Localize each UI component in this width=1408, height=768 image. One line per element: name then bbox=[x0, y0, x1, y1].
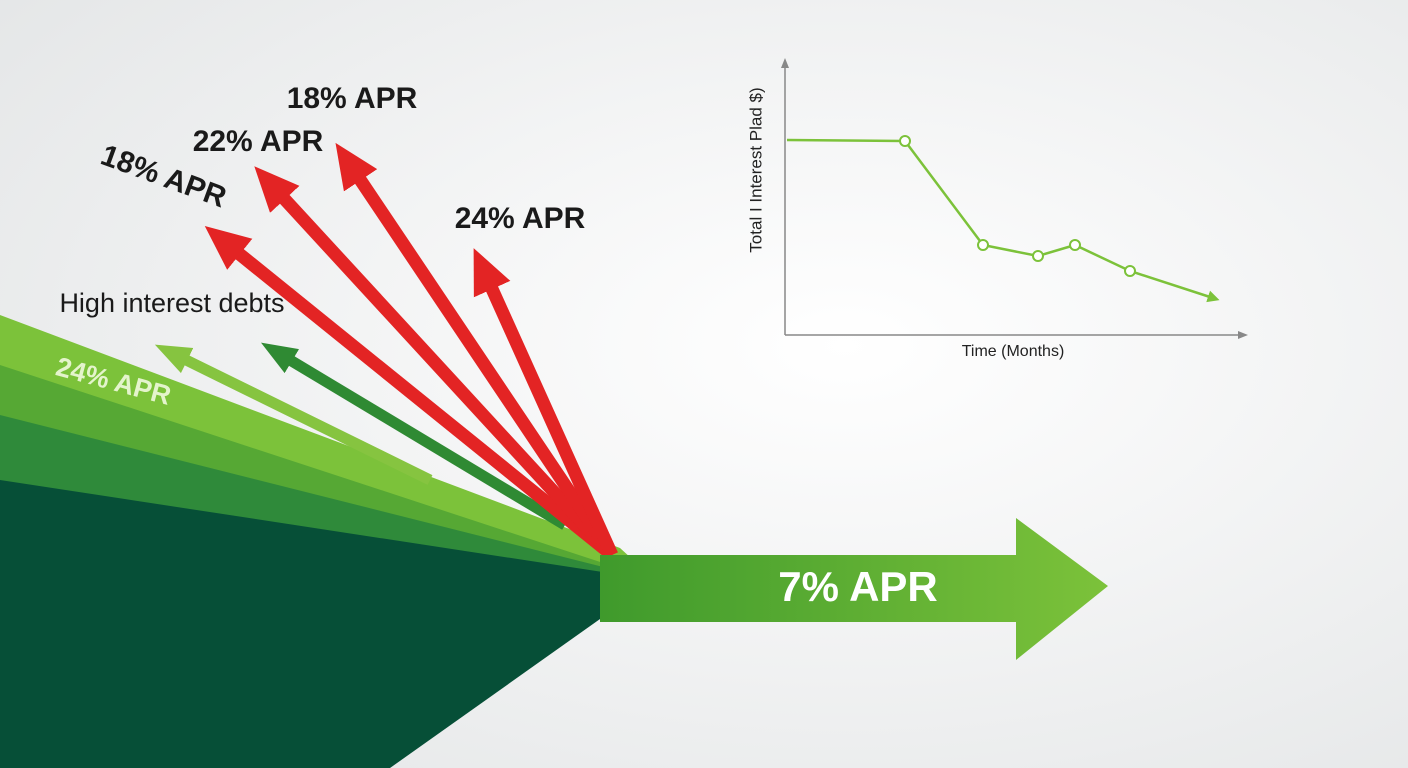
red-arrow bbox=[473, 248, 618, 558]
green-arrow bbox=[260, 342, 568, 530]
red-arrow bbox=[204, 226, 617, 561]
consolidated-arrow bbox=[600, 518, 1108, 660]
fan-layer bbox=[0, 480, 655, 768]
point bbox=[977, 239, 989, 251]
apr-label: 22% APR bbox=[193, 125, 324, 158]
apr-label: 24% APR bbox=[455, 202, 586, 235]
y-axis-label: Total I Interest Plad $) bbox=[746, 87, 765, 252]
red-arrow bbox=[335, 142, 618, 559]
fan-layer bbox=[0, 365, 655, 580]
point bbox=[1032, 250, 1044, 262]
apr-label: 18% APR bbox=[287, 82, 418, 115]
x-axis-label: Time (Months) bbox=[962, 343, 1065, 360]
mini-chart: Total I Interest Plad $) Time (Months) bbox=[746, 58, 1248, 360]
result-label: 7% APR bbox=[778, 563, 938, 610]
fan-layer bbox=[0, 315, 655, 580]
red-arrow bbox=[254, 166, 617, 560]
green-arrow bbox=[154, 344, 433, 485]
group-label: High interest debts bbox=[59, 288, 284, 318]
fan-layer bbox=[0, 415, 655, 580]
red-arrows bbox=[204, 142, 618, 561]
green-fan bbox=[0, 315, 655, 768]
point bbox=[899, 135, 911, 147]
point bbox=[1124, 265, 1136, 277]
point bbox=[1069, 239, 1081, 251]
